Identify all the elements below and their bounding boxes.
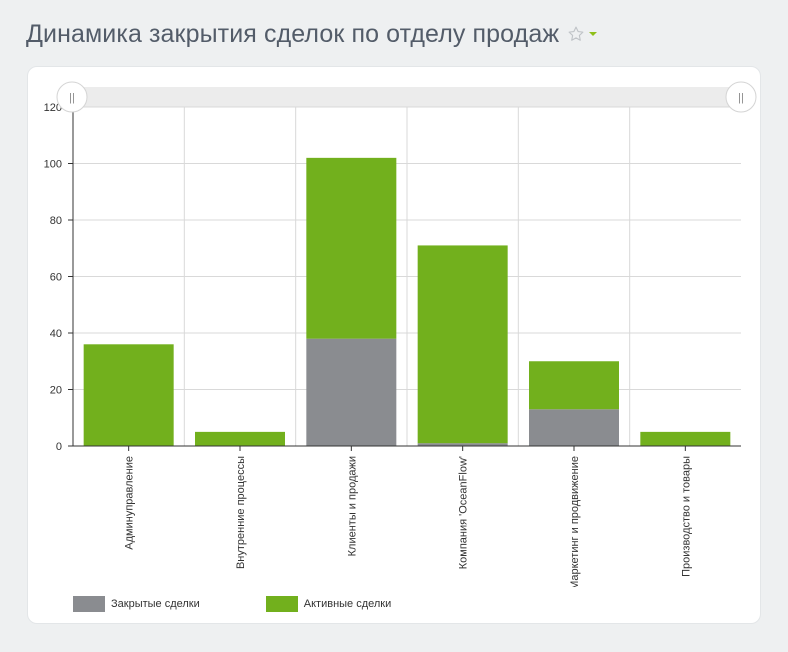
- scrollbar-handle-right[interactable]: ||: [725, 81, 757, 113]
- x-tick-label: Админуправление: [124, 456, 136, 550]
- x-tick-label: Клиенты и продажи: [346, 456, 358, 556]
- y-tick-label: 20: [50, 385, 62, 397]
- legend-swatch-active: [265, 596, 298, 612]
- grid-lines: [73, 106, 741, 446]
- scrollbar-track[interactable]: [72, 87, 741, 107]
- bar-active: [83, 344, 174, 446]
- title-menu-caret-icon[interactable]: [589, 32, 598, 36]
- x-axis-labels: Админуправление Внутренние процессы Клиент…: [124, 456, 693, 587]
- legend-item-closed[interactable]: Закрытые сделки: [73, 596, 200, 612]
- axes: [72, 102, 741, 451]
- bar-active: [195, 431, 285, 446]
- y-tick-label: 60: [50, 272, 62, 284]
- deals-chart: 0 20 40 60 80 100 120 Админуправление Внутренни…: [44, 81, 757, 587]
- scrollbar-grip-icon: ||: [738, 92, 744, 104]
- y-tick-label: 120: [44, 102, 62, 114]
- bars: [83, 157, 731, 446]
- legend-item-active[interactable]: Активные сделки: [265, 596, 392, 612]
- bar-active: [306, 157, 397, 339]
- chart-legend: Закрытые сделки Активные сделки: [73, 596, 457, 612]
- legend-swatch-closed: [73, 596, 105, 612]
- bar-closed: [306, 338, 397, 446]
- bar-active: [417, 245, 508, 444]
- bar-active: [640, 431, 731, 446]
- legend-label-active: Активные сделки: [303, 598, 392, 610]
- y-tick-label: 100: [44, 159, 62, 171]
- y-tick-label: 40: [50, 328, 62, 340]
- bar-closed: [529, 409, 619, 446]
- y-tick-label: 0: [56, 441, 62, 453]
- favorite-star-icon[interactable]: [567, 25, 585, 43]
- page-header: Динамика закрытия сделок по отделу прода…: [26, 14, 598, 54]
- chart-card: 0 20 40 60 80 100 120 Админуправление Внутренни…: [27, 66, 761, 624]
- x-tick-label: Производство и товары: [680, 456, 692, 577]
- scrollbar-handle-left[interactable]: ||: [56, 81, 88, 113]
- page-title: Динамика закрытия сделок по отделу прода…: [26, 19, 560, 48]
- y-axis-ticks: 0 20 40 60 80 100 120: [44, 102, 73, 453]
- scrollbar-grip-icon: ||: [69, 92, 75, 104]
- bar-closed: [417, 443, 508, 446]
- bar-active: [529, 361, 619, 410]
- x-tick-label: Компания 'OceanFlow': [458, 456, 470, 569]
- x-tick-label: Внутренние процессы: [235, 456, 247, 569]
- y-tick-label: 80: [50, 215, 62, 227]
- x-tick-label: Маркетинг и продвижение: [569, 456, 581, 587]
- legend-label-closed: Закрытые сделки: [111, 598, 200, 610]
